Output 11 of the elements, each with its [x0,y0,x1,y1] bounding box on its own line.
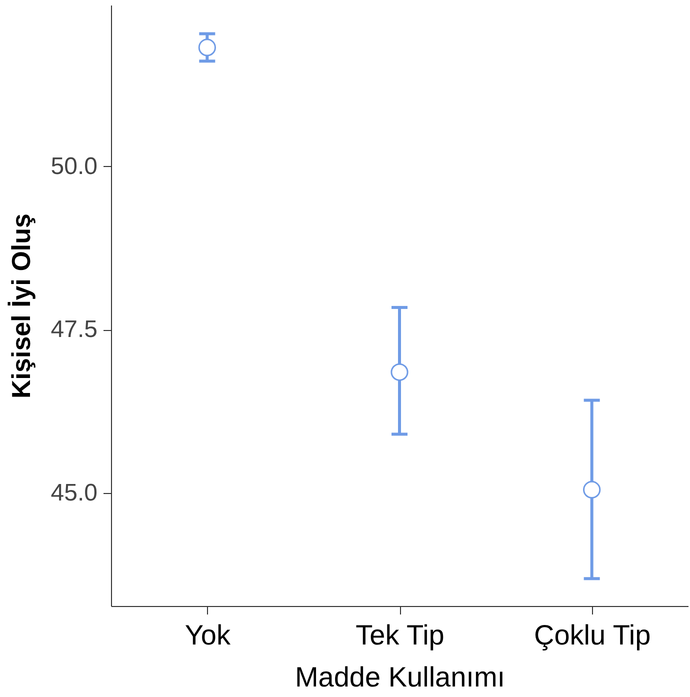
x-tick-label: Çoklu Tip [534,620,651,650]
point [198,38,216,56]
point [390,363,408,381]
y-tick-label: 47.5 [50,316,98,344]
x-axis-title: Madde Kullanımı [294,662,506,692]
x-tick-label: Tek Tip [356,620,444,650]
x-tick-label: Yok [184,620,232,650]
point [583,480,601,499]
y-tick-label: 45.0 [50,479,98,506]
y-axis-title: Kişisel İyi Oluş [6,214,36,398]
y-tick-label: 50.0 [50,152,98,180]
